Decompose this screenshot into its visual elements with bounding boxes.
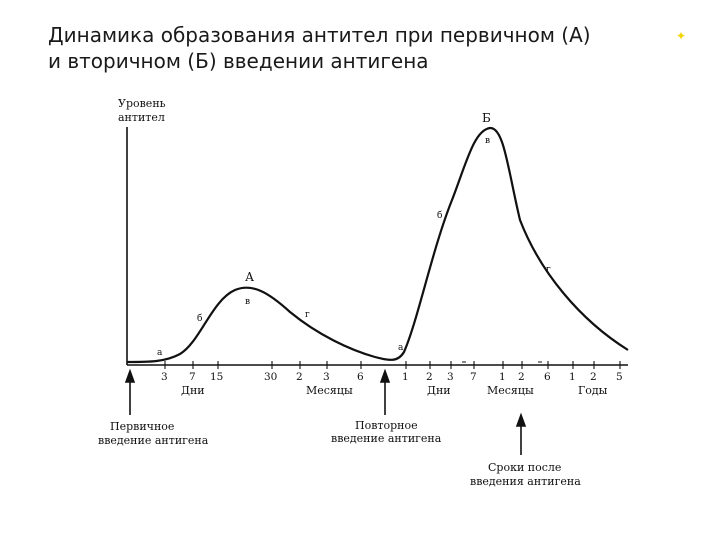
time-after-label-line-1: Сроки после <box>488 461 561 474</box>
tick-month2-1: 1 <box>499 371 506 383</box>
tick-month2-2: 2 <box>518 371 525 383</box>
antibody-level-curve <box>126 126 629 364</box>
tick-year-2: 2 <box>590 371 597 383</box>
phase-primary-b: б <box>197 313 202 324</box>
tick-month-6: 6 <box>357 371 364 383</box>
tick-month-30: 30 <box>264 371 277 383</box>
primary-injection-label-line-2: введение антигена <box>98 434 209 447</box>
accent-mark: ✦ <box>676 29 686 43</box>
tick-month2-6: 6 <box>544 371 551 383</box>
tick-day2-3: 3 <box>447 371 454 383</box>
phase-primary-a: а <box>157 348 163 358</box>
phase-secondary-a: а <box>398 343 404 353</box>
tick-year-5: 5 <box>616 371 623 383</box>
phase-secondary-b: б <box>437 210 442 221</box>
tick-day2-2: 2 <box>426 371 433 383</box>
unit-months-secondary: Месяцы <box>487 384 534 397</box>
unit-years: Годы <box>578 384 608 397</box>
tick-day-7: 7 <box>189 371 196 383</box>
primary-injection-label-line-1: Первичное <box>110 420 174 433</box>
peak-label-primary: А <box>245 270 254 284</box>
repeat-injection-label-line-1: Повторное <box>355 419 418 432</box>
tick-day2-7: 7 <box>470 371 477 383</box>
unit-days-secondary: Дни <box>427 384 451 397</box>
tick-day2-1: 1 <box>402 371 409 383</box>
phase-primary-v: в <box>245 297 250 307</box>
title-line-1: Динамика образования антител при первичн… <box>48 23 591 47</box>
unit-months-primary: Месяцы <box>306 384 353 397</box>
tick-month-2: 2 <box>296 371 303 383</box>
repeat-injection-label-line-2: введение антигена <box>331 432 442 445</box>
tick-day-3: 3 <box>161 371 168 383</box>
repeat-injection-arrowhead <box>379 368 391 383</box>
time-after-arrowhead <box>515 412 527 427</box>
phase-secondary-v: в <box>485 136 490 146</box>
phase-secondary-g: г <box>546 265 551 275</box>
tick-year-1: 1 <box>569 371 576 383</box>
tick-day-15: 15 <box>210 371 223 383</box>
x-axis-dashes <box>290 361 542 366</box>
phase-primary-g: г <box>305 310 310 320</box>
tick-month-3: 3 <box>323 371 330 383</box>
slide-title: Динамика образования антител при первичн… <box>48 22 708 74</box>
x-axis-ticks <box>164 361 621 369</box>
y-axis-label-line-1: Уровень <box>118 97 166 110</box>
title-line-2: и вторичном (Б) введении антигена <box>48 49 429 73</box>
y-axis-label-line-2: антител <box>118 111 165 124</box>
primary-injection-arrowhead <box>124 368 136 383</box>
time-after-label-line-2: введения антигена <box>470 475 581 488</box>
unit-days-primary: Дни <box>181 384 205 397</box>
peak-label-secondary: Б <box>482 111 491 125</box>
